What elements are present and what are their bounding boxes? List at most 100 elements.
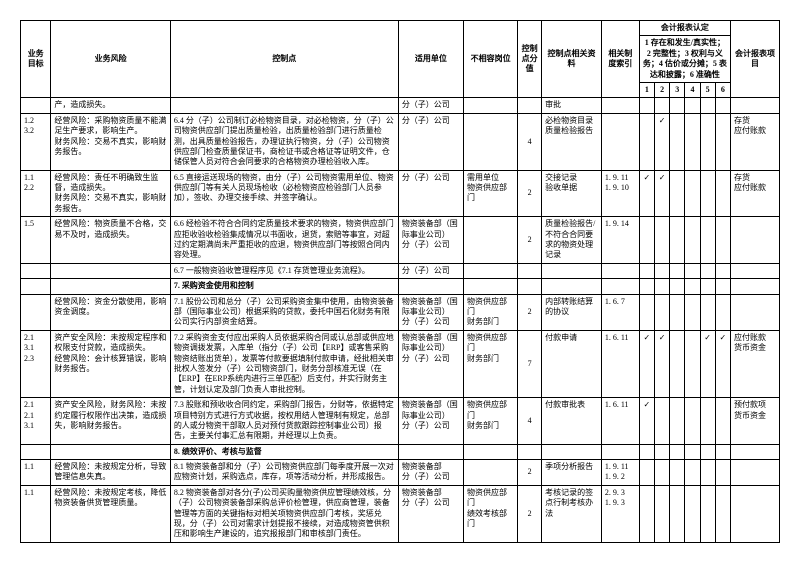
cell-a6: ✓	[715, 330, 730, 397]
cell-score: 7	[518, 330, 542, 397]
cell-incompat: 需用单位物资供应部门	[463, 170, 517, 217]
cell-item	[731, 485, 780, 542]
cell-score: 2	[518, 485, 542, 542]
table-row: 2.13.12.3 资产安全风险：未按规定程序和权限支付贷款，造成损失。经营风险…	[21, 330, 780, 397]
cell-unit: 物资装备部（国际事业公司）分（子）公司	[398, 330, 463, 397]
h-unit: 适用单位	[398, 21, 463, 98]
cell-risk: 经营风险：未按规定考核，降低物资装备供货管理质量。	[51, 485, 170, 542]
cell-related: 考核记录的签点行制考核办法	[542, 485, 602, 542]
cell-ctrl: 8.1 物资装备部和分（子）公司物资供应部门每季度开展一次对应物资计划，采购选点…	[170, 460, 398, 486]
h-related: 控制点相关资料	[542, 21, 602, 98]
cell-item: 预付款项货币资金	[731, 398, 780, 445]
cell-incompat: 物资供应部门财务部门	[463, 294, 517, 330]
cell-unit: 物资装备部（国际事业公司）分（子）公司	[398, 398, 463, 445]
cell-obj: 1.12.2	[21, 170, 51, 217]
h-n3: 3	[670, 82, 685, 97]
h-assert-sub: 1 存在和发生/真实性；2 完整性；3 权利与义务；4 估价或分摊；5 表达和披…	[639, 36, 730, 83]
cell-score: 2	[518, 217, 542, 264]
cell-index	[601, 113, 639, 170]
cell-a4	[685, 113, 700, 170]
cell-index: 1. 6. 11	[601, 398, 639, 445]
cell-risk: 经营风险：责任不明确致生监督，造成损失。财务风险：交易不真实，影响财务报告。	[51, 170, 170, 217]
cell-a4	[685, 170, 700, 217]
cell-related: 审批	[542, 98, 602, 113]
cell-related: 交接记录验收单据	[542, 170, 602, 217]
cell-related: 必检物资目录质量检验报告	[542, 113, 602, 170]
h-assert-group: 会计报表认定	[639, 21, 730, 36]
cell-obj	[21, 294, 51, 330]
cell-unit: 物资装备部分（子）公司	[398, 485, 463, 542]
cell-incompat: 物资供应部门财务部门	[463, 330, 517, 397]
cell-ctrl: 7.1 股份公司和总分（子）公司采购资金集中使用，由物资装备部（国际事业公司）根…	[170, 294, 398, 330]
cell-incompat	[463, 460, 517, 486]
cell-item	[731, 460, 780, 486]
cell-unit: 物资装备部分（子）公司	[398, 460, 463, 486]
cell-ctrl: 7.2 采购资金支付应出采购人员依据采购合同或认总部或供应地物资调拨发票，入库单…	[170, 330, 398, 397]
table-row: 经营风险：资金分散使用，影响资金调度。 7.1 股份公司和总分（子）公司采购资金…	[21, 294, 780, 330]
cell-score: 2	[518, 294, 542, 330]
cell-risk: 经营风险：物资质量不合格，交易不及时，造成损失。	[51, 217, 170, 264]
cell-item: 应付账款货币资金	[731, 330, 780, 397]
cell-incompat	[463, 217, 517, 264]
table-row: 1.23.2 经营风险：采购物资质量不能满足生产要求，影响生产。财务风险：交易不…	[21, 113, 780, 170]
cell-related: 内部转账结算的协议	[542, 294, 602, 330]
cell-a5	[700, 113, 715, 170]
cell-related: 季项分析报告	[542, 460, 602, 486]
cell-item: 存货应付账款	[731, 170, 780, 217]
cell-risk: 经营风险：资金分散使用，影响资金调度。	[51, 294, 170, 330]
cell-score: 4	[518, 398, 542, 445]
cell-unit: 物资装备部（国际事业公司）分（子）公司	[398, 217, 463, 264]
cell-related: 质量检验报告/不符合合同要求的物资处理记录	[542, 217, 602, 264]
cell-ctrl: 8.2 物资装备部对各分(子)公司买购量物资供应管理绩效核，分（子）公司物资装备…	[170, 485, 398, 542]
table-row: 1.12.2 经营风险：责任不明确致生监督，造成损失。财务风险：交易不真实，影响…	[21, 170, 780, 217]
section-row: 7. 采购资金使用和控制	[21, 279, 780, 294]
cell-a6	[715, 170, 730, 217]
cell-a4	[685, 330, 700, 397]
section-row: 8. 绩效评价、考核与监督	[21, 444, 780, 459]
cell-ctrl: 6.4 分（子）公司制订必检物资目录，对必检物资，分（子）公司物资供应部门提出质…	[170, 113, 398, 170]
cell-ctrl: 6.5 直接运送现场的物资，由分（子）公司物资需用单位、物资供应部门等有关人员现…	[170, 170, 398, 217]
cell-a1: ✓	[639, 170, 654, 217]
h-objective: 业务目标	[21, 21, 51, 98]
cell-a1: ✓	[639, 398, 654, 445]
cell-risk: 资产安全风险：未按规定程序和权限支付贷款，造成损失。经营风险：会计核算错误，影响…	[51, 330, 170, 397]
cell-a1: ✓	[639, 330, 654, 397]
cell-score: 2	[518, 460, 542, 486]
cell-related: 付款申请	[542, 330, 602, 397]
cell-risk: 资产安全风险，财务风险：未按约定履行权限作出决策，造成损失，影响财务报告。	[51, 398, 170, 445]
cell-unit: 分（子）公司	[398, 263, 463, 278]
h-n5: 5	[700, 82, 715, 97]
cell-obj: 1.1	[21, 485, 51, 542]
table-row: 1.1 经营风险：未按规定考核，降低物资装备供货管理质量。 8.2 物资装备部对…	[21, 485, 780, 542]
cell-a2: ✓	[655, 330, 670, 397]
table-row: 1.5 经营风险：物资质量不合格，交易不及时，造成损失。 6.6 经检验不符合合…	[21, 217, 780, 264]
cell-risk: 经营风险：采购物资质量不能满足生产要求，影响生产。财务风险：交易不真实，影响财务…	[51, 113, 170, 170]
cell-unit: 分（子）公司	[398, 113, 463, 170]
cell-a3	[670, 113, 685, 170]
cell-obj: 2.12.13.1	[21, 398, 51, 445]
h-n1: 1	[639, 82, 654, 97]
section-title: 7. 采购资金使用和控制	[170, 279, 398, 294]
cell-a1	[639, 113, 654, 170]
cell-index: 1. 6. 7	[601, 294, 639, 330]
cell-related: 付款审批表	[542, 398, 602, 445]
cell-unit: 分（子）公司	[398, 98, 463, 113]
cell-a4	[685, 398, 700, 445]
cell-a2: ✓	[655, 170, 670, 217]
table-row: 6.7 一般物资验收管理程序见《7.1 存货管理业务流程》。 分（子）公司	[21, 263, 780, 278]
table-row: 2.12.13.1 资产安全风险，财务风险：未按约定履行权限作出决策，造成损失，…	[21, 398, 780, 445]
cell-ctrl: 6.7 一般物资验收管理程序见《7.1 存货管理业务流程》。	[170, 263, 398, 278]
cell-index: 1. 6. 11	[601, 330, 639, 397]
table-row: 产，造成损失。 分（子）公司 审批	[21, 98, 780, 113]
cell-item	[731, 294, 780, 330]
cell-index: 1. 9. 111. 9. 10	[601, 170, 639, 217]
cell-item	[731, 217, 780, 264]
cell-item: 存货应付账款	[731, 113, 780, 170]
h-n6: 6	[715, 82, 730, 97]
cell-a5	[700, 398, 715, 445]
cell-index: 1. 9. 111. 9. 2	[601, 460, 639, 486]
cell-ctrl: 6.6 经检验不符合合同约定质量技术要求的物资，物资供应部门应拒收验收检验集成情…	[170, 217, 398, 264]
cell-obj: 1.23.2	[21, 113, 51, 170]
cell-a6	[715, 398, 730, 445]
cell-a2	[655, 398, 670, 445]
